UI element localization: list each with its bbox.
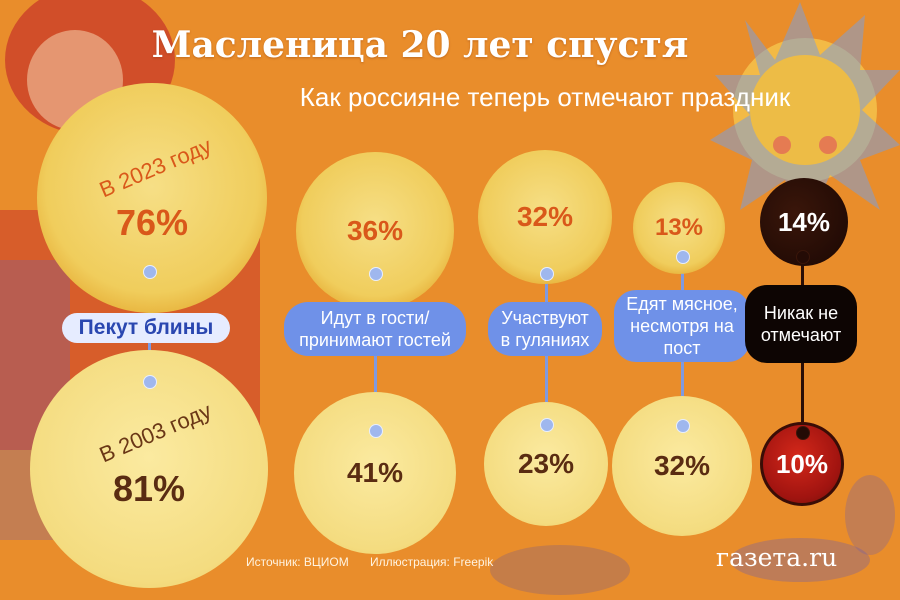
disc-2023-none: 14% xyxy=(760,178,848,266)
brand-logo: газета.ru xyxy=(716,543,838,572)
value-2003-guests: 41% xyxy=(346,457,404,488)
value-2023-guests: 36% xyxy=(346,215,404,246)
connector-dot xyxy=(369,424,383,438)
pancake-2003-guests: 41% xyxy=(294,392,456,554)
connector-dot xyxy=(540,418,554,432)
disc-2003-none: 10% xyxy=(760,422,844,506)
source-note: Источник: ВЦИОМ xyxy=(246,555,349,569)
page-subtitle: Как россияне теперь отмечают праздник xyxy=(299,82,791,112)
connector-dot xyxy=(143,375,157,389)
page-title: Масленица 20 лет спустя xyxy=(151,24,689,66)
value-2023-bake: 76% xyxy=(115,202,189,243)
value-2003-meat: 32% xyxy=(653,450,711,481)
pancake-2023-guests: 36% xyxy=(296,152,454,310)
value-2023-none: 14% xyxy=(777,206,831,237)
pancake-2023-festivals: 32% xyxy=(478,150,612,284)
pancake-2003-bake: 81% xyxy=(30,350,268,588)
value-2003-bake: 81% xyxy=(112,468,186,509)
connector-dot xyxy=(540,267,554,281)
value-2003-none: 10% xyxy=(775,448,829,479)
category-label-guests: Идут в гости/ принимают гостей xyxy=(284,302,466,356)
category-label-meat: Едят мясное, несмотря на пост xyxy=(614,290,750,362)
connector-dot xyxy=(676,419,690,433)
connector-dot xyxy=(369,267,383,281)
category-label-none: Никак не отмечают xyxy=(745,285,857,363)
category-label-festivals: Участвуют в гуляниях xyxy=(488,302,602,356)
value-2003-festivals: 23% xyxy=(517,448,575,479)
category-label-bake: Пекут блины xyxy=(62,313,230,343)
pancake-2003-meat: 32% xyxy=(612,396,752,536)
connector-dot xyxy=(796,250,810,264)
illustration-credit: Иллюстрация: Freepik xyxy=(370,555,494,569)
value-2023-festivals: 32% xyxy=(516,201,574,232)
connector-dot xyxy=(143,265,157,279)
connector-dot xyxy=(796,426,810,440)
value-2023-meat: 13% xyxy=(654,214,704,241)
connector-dot xyxy=(676,250,690,264)
